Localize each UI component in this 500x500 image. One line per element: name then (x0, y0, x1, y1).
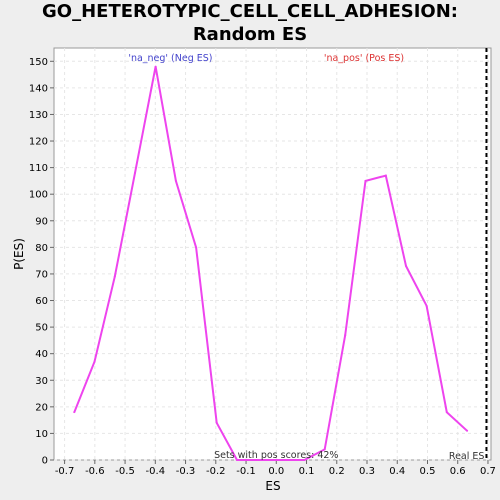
data-point (344, 334, 347, 337)
plot-area (53, 47, 492, 461)
y-tick-label: 40 (35, 349, 48, 360)
y-tick-label: 10 (35, 429, 48, 440)
axes: 0 10 20 30 40 50 60 70 80 90 100 110 120 130 140 150 -0.… (29, 57, 496, 477)
x-tick-label: -0.3 (176, 466, 196, 477)
y-tick-label: 140 (29, 83, 48, 94)
pos-scores-label: Sets with pos scores: 42% (214, 450, 338, 461)
data-point (425, 304, 428, 307)
x-tick-label: -0.2 (206, 466, 226, 477)
data-point (174, 179, 177, 182)
data-point (256, 459, 259, 461)
data-point (384, 174, 387, 177)
neg-es-label: 'na_neg' (Neg ES) (128, 53, 212, 64)
data-point (364, 179, 367, 182)
data-point (466, 429, 469, 432)
x-tick-label: -0.6 (85, 466, 105, 477)
chart-title-line1: GO_HETEROTYPIC_CELL_CELL_ADHESION: Rando… (42, 1, 458, 45)
x-tick-label: 0.3 (359, 466, 375, 477)
y-tick-label: 110 (29, 163, 48, 174)
x-tick-label: -0.4 (146, 466, 166, 477)
data-point (195, 246, 198, 249)
y-tick-label: 70 (35, 269, 48, 280)
y-tick-label: 60 (35, 296, 48, 307)
grid-lines (54, 48, 491, 461)
pos-es-label: 'na_pos' (Pos ES) (324, 53, 404, 64)
series-layer (73, 65, 469, 461)
x-tick-label: 0.5 (420, 466, 436, 477)
data-point (276, 459, 279, 461)
x-tick-label: -0.1 (236, 466, 256, 477)
x-tick-label: 0.4 (389, 466, 405, 477)
data-point (134, 171, 137, 174)
annotations: 'na_neg' (Neg ES) 'na_pos' (Pos ES) Sets w… (128, 48, 488, 462)
x-tick-label: -0.7 (55, 466, 75, 477)
data-point (73, 411, 76, 414)
real-es-label: Real ES (449, 451, 485, 462)
data-point (445, 411, 448, 414)
data-point (323, 448, 326, 451)
data-point (113, 275, 116, 278)
data-point (405, 264, 408, 267)
x-tick-label: 0.6 (450, 466, 466, 477)
x-tick-label: 0.2 (329, 466, 345, 477)
y-tick-label: 0 (42, 456, 48, 467)
y-tick-label: 80 (35, 243, 48, 254)
y-tick-label: 130 (29, 110, 48, 121)
data-point (154, 65, 157, 68)
x-tick-label: 0.1 (299, 466, 315, 477)
data-point (303, 459, 306, 461)
x-axis-label: ES (265, 479, 280, 493)
y-tick-label: 90 (35, 216, 48, 227)
y-tick-label: 20 (35, 402, 48, 413)
y-tick-label: 30 (35, 376, 48, 387)
x-tick-label: 0.0 (268, 466, 284, 477)
y-tick-label: 150 (29, 57, 48, 68)
y-tick-label: 120 (29, 137, 48, 148)
data-point (215, 421, 218, 424)
x-tick-label: -0.5 (115, 466, 135, 477)
data-point (235, 459, 238, 461)
y-tick-label: 50 (35, 323, 48, 334)
y-axis-label: P(ES) (12, 238, 26, 270)
data-point (93, 360, 96, 363)
y-tick-label: 100 (29, 190, 48, 201)
x-tick-label: 0.7 (480, 466, 496, 477)
series-line (73, 66, 468, 461)
